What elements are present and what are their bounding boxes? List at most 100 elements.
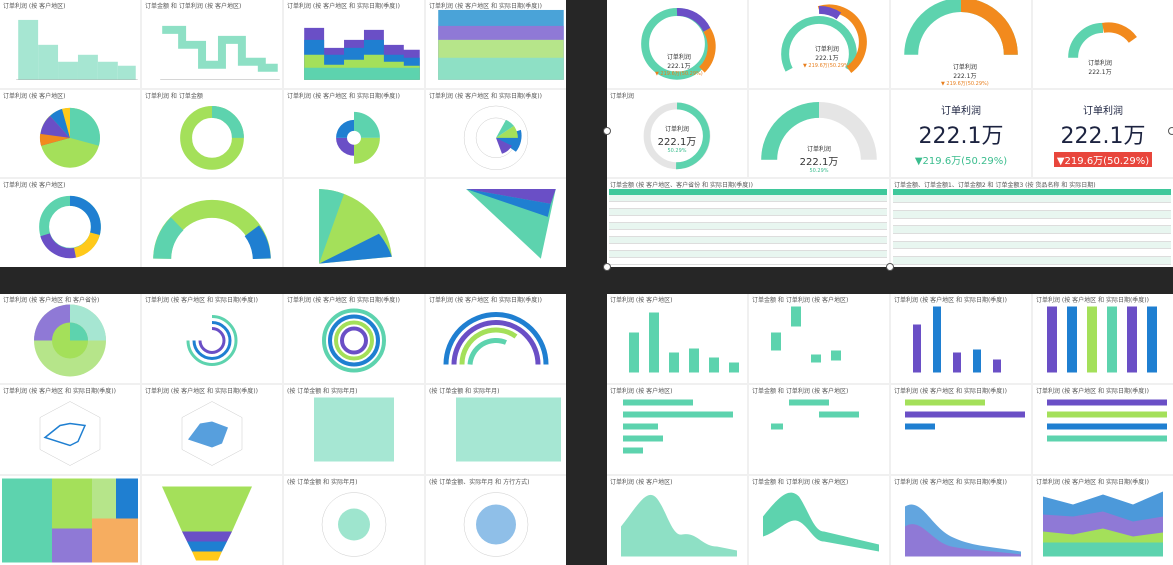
sunburst-chart: [34, 304, 106, 377]
tile-title: 订单利润 (按 客户地区 和 客户省份): [3, 297, 100, 304]
polar-scatter-tile[interactable]: (按 订单金额、实际年月 和 方行方式): [426, 476, 566, 565]
gauge-tile[interactable]: 订单利润 222.1万 ▼ 219.6万(50.29%): [749, 0, 889, 88]
rose-chart: [336, 111, 380, 164]
gauge-tile[interactable]: 订单利润 222.1万: [1033, 0, 1173, 88]
chart-grid-top-right: 订单利润 222.1万 ▼ 219.6万(50.29%) 订单利润 222.1万 ▼ 2…: [607, 0, 1173, 267]
half-ring-chart: [153, 200, 271, 260]
kpi-tile[interactable]: 订单利润 222.1万 ▼219.6万(50.29%): [891, 89, 1031, 178]
stacked-column-chart: [913, 306, 1001, 373]
stacked-area-chart: [438, 9, 564, 80]
stacked-column-tile[interactable]: 订单利润 (按 客户地区 和 实际日期(季度)): [891, 294, 1031, 383]
tile-title: 订单利润 (按 客户地区 和 实际日期(季度)): [145, 297, 258, 304]
stacked-area2-tile[interactable]: 订单利润 (按 客户地区 和 实际日期(季度)): [1033, 476, 1173, 565]
fan-tile[interactable]: [426, 179, 566, 267]
kpi-title: 订单利润: [1083, 105, 1123, 117]
tile-title: 订单利润 (按 客户地区): [610, 388, 673, 395]
resize-handle-bottom-left[interactable]: [603, 263, 611, 271]
radar-tile[interactable]: 订单利润 (按 客户地区 和 实际日期(季度)): [142, 385, 282, 474]
step-area-tile[interactable]: 订单金额 和 订单利润 (按 客户地区): [142, 0, 282, 88]
tile-title: 订单金额 (按 客户地区、客户省份 和 实际日期(季度)): [610, 182, 753, 190]
funnel-tile[interactable]: [142, 476, 282, 565]
polar-bar-tile[interactable]: 订单利润 (按 客户地区 和 实际日期(季度)): [426, 89, 566, 178]
gauge-label: 订单利润 222.1万 ▼ 219.6万(50.29%): [803, 46, 851, 69]
polar-scatter-tile[interactable]: (按 订单金额 和 实际年月): [284, 476, 424, 565]
tile-title: 订单利润 (按 客户地区 和 实际日期(季度)): [429, 92, 542, 100]
gauge-tile[interactable]: 订单利润 222.1万 ▼ 219.6万(50.29%): [891, 0, 1031, 88]
stacked-step-tile[interactable]: 订单利润 (按 客户地区 和 实际日期(季度)): [284, 0, 424, 88]
multi-ring-tile[interactable]: 订单利润 (按 客户地区): [0, 179, 140, 267]
gauge-label: 订单利润 222.1万 50.29%: [799, 145, 839, 174]
column-tile[interactable]: 订单利润 (按 客户地区): [607, 294, 747, 383]
tile-title: 订单金额 和 订单利润 (按 客户地区): [752, 479, 849, 486]
stacked-bar-chart: [905, 399, 1025, 430]
ring-tile[interactable]: 订单利润 和 订单金额: [142, 89, 282, 178]
percent-bar-tile[interactable]: 订单利润 (按 客户地区 和 实际日期(季度)): [1033, 385, 1173, 474]
donut-kpi-tile[interactable]: 订单利润 订单利润 222.1万 50.29%: [607, 89, 747, 178]
resize-handle-left[interactable]: [603, 127, 611, 135]
scatter-tile[interactable]: (按 订单金额 和 实际年月): [284, 385, 424, 474]
stacked-line-tile[interactable]: 订单利润 (按 客户地区 和 实际日期(季度)): [891, 476, 1031, 565]
stacked-bar-tile[interactable]: 订单利润 (按 客户地区 和 实际日期(季度)): [891, 385, 1031, 474]
radial-bar-tile[interactable]: 订单利润 (按 客户地区 和 实际日期(季度)): [284, 294, 424, 383]
half-gauge-tile[interactable]: 订单利润 222.1万 50.29%: [749, 89, 889, 178]
polar-scatter-chart: [463, 492, 529, 557]
tile-title: 订单利润 (按 客户地区 和 实际日期(季度)): [1036, 388, 1149, 395]
stacked-area-tile[interactable]: 订单利润 (按 客户地区 和 实际日期(季度)): [426, 0, 566, 88]
radar-tile[interactable]: 订单利润 (按 客户地区 和 实际日期(季度)): [0, 385, 140, 474]
sunburst-tile[interactable]: 订单利润 (按 客户地区 和 客户省份): [0, 294, 140, 383]
radial-half-tile[interactable]: 订单利润 (按 客户地区 和 实际日期(季度)): [426, 294, 566, 383]
pie-chart: [39, 107, 100, 168]
gauge-tile[interactable]: 订单利润 222.1万 ▼ 219.6万(50.29%): [607, 0, 747, 88]
percent-column-tile[interactable]: 订单利润 (按 客户地区 和 实际日期(季度)): [1033, 294, 1173, 383]
floating-bar-tile[interactable]: 订单金额 和 订单利润 (按 客户地区): [749, 294, 889, 383]
area-tile[interactable]: 订单利润 (按 客户地区): [607, 476, 747, 565]
percent-bar-chart: [1047, 399, 1167, 442]
resize-handle-right[interactable]: [1168, 127, 1173, 135]
tile-title: (按 订单金额 和 实际年月): [429, 388, 500, 395]
rose-tile[interactable]: 订单利润 (按 客户地区 和 实际日期(季度)): [284, 89, 424, 178]
histogram-chart: [16, 19, 138, 80]
tile-title: 订单利润 (按 客户地区 和 实际日期(季度)): [894, 479, 1007, 486]
tile-title: 订单利润 (按 客户地区 和 实际日期(季度)): [1036, 479, 1149, 486]
donut-chart: [643, 102, 711, 169]
histogram-tile[interactable]: 订单利润 (按 客户地区): [0, 0, 140, 88]
tile-title: (按 订单金额、实际年月 和 方行方式): [429, 479, 530, 486]
kpi-tile[interactable]: 订单利润 222.1万 ▼219.6万(50.29%): [1033, 89, 1173, 178]
tile-title: 订单利润 (按 客户地区): [610, 297, 673, 304]
resize-handle-bottom[interactable]: [886, 263, 894, 271]
bar-table-tile[interactable]: 订单金额、订单金额1、订单金额2 和 订单金额3 (按 货品名称 和 实际日期): [891, 179, 1173, 267]
radial-bar-tile[interactable]: 订单利润 (按 客户地区 和 实际日期(季度)): [142, 294, 282, 383]
tile-title: 订单利润 (按 客户地区 和 实际日期(季度)): [3, 388, 116, 395]
bar-table: [893, 189, 1171, 265]
pie-tile[interactable]: 订单利润 (按 客户地区): [0, 89, 140, 178]
bubble-chart: [456, 397, 561, 462]
kpi-title: 订单利润: [941, 105, 981, 117]
tile-title: (按 订单金额 和 实际年月): [287, 479, 358, 486]
gauge-chart: [641, 7, 716, 80]
tile-title: 订单利润 (按 客户地区 和 实际日期(季度)): [1036, 297, 1149, 304]
tile-title: 订单利润 (按 客户地区): [3, 182, 66, 190]
gauge-chart: [781, 4, 867, 73]
tile-title: 订单利润 (按 客户地区 和 实际日期(季度)): [894, 297, 1007, 304]
radar-chart: [181, 401, 243, 466]
bar-tile[interactable]: 订单利润 (按 客户地区): [607, 385, 747, 474]
floating-hbar-tile[interactable]: 订单金额 和 订单利润 (按 客户地区): [749, 385, 889, 474]
pivot-table-tile[interactable]: 订单金额 (按 客户地区、客户省份 和 实际日期(季度)): [607, 179, 889, 267]
tile-title: 订单利润 (按 客户地区 和 实际日期(季度)): [894, 388, 1007, 395]
treemap-tile[interactable]: [0, 476, 140, 565]
tile-title: 订单金额、订单金额1、订单金额2 和 订单金额3 (按 货品名称 和 实际日期): [894, 182, 1096, 190]
tile-title: 订单利润 和 订单金额: [145, 92, 203, 100]
polar-bar-chart: [463, 105, 529, 170]
sector-chart: [319, 189, 392, 264]
percent-column-chart: [1047, 306, 1157, 373]
funnel-chart: [162, 486, 252, 561]
scatter-chart: [314, 397, 394, 462]
gauge-label: 订单利润 222.1万: [1088, 60, 1113, 76]
radial-bar-chart: [322, 308, 386, 373]
tile-title: 订单利润 (按 客户地区): [610, 479, 673, 486]
bubble-tile[interactable]: (按 订单金额 和 实际年月): [426, 385, 566, 474]
range-area-tile[interactable]: 订单金额 和 订单利润 (按 客户地区): [749, 476, 889, 565]
sector-tile[interactable]: [284, 179, 424, 267]
half-ring-tile[interactable]: [142, 179, 282, 267]
kpi-value: 222.1万: [918, 123, 1004, 149]
